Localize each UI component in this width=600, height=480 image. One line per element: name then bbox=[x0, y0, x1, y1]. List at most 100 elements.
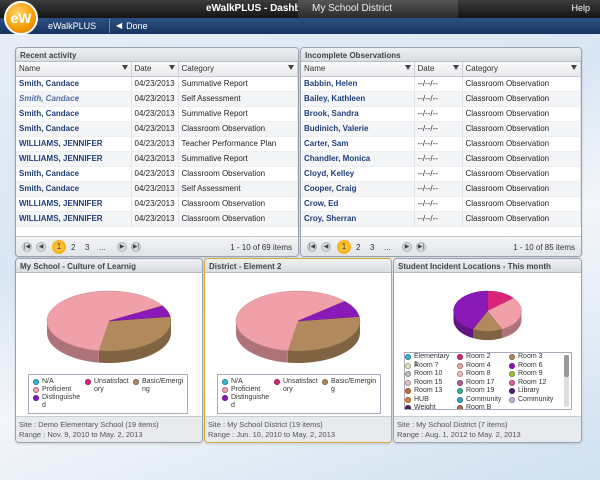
table-row[interactable]: WILLIAMS, JENNIFER 04/23/2013 Classroom Ob… bbox=[16, 196, 298, 212]
done-button[interactable]: ◀ Done bbox=[109, 19, 154, 33]
legend-item: Room 4 bbox=[457, 362, 506, 370]
cell-name[interactable]: WILLIAMS, JENNIFER bbox=[16, 151, 132, 167]
filter-icon[interactable] bbox=[288, 65, 294, 70]
table-row[interactable]: WILLIAMS, JENNIFER 04/23/2013 Classroom Ob… bbox=[16, 211, 298, 227]
column-header-date[interactable]: Date bbox=[131, 62, 179, 77]
table-row[interactable]: Smith, Candace 04/23/2013 Summative Report bbox=[16, 76, 298, 92]
column-header-category[interactable]: Category bbox=[462, 62, 581, 77]
page-number[interactable]: 3 bbox=[370, 243, 375, 252]
cell-name[interactable]: Cooper, Craig bbox=[301, 181, 415, 197]
page-number[interactable]: 1 bbox=[337, 240, 351, 254]
filter-icon[interactable] bbox=[571, 65, 577, 70]
app-logo[interactable]: eW bbox=[4, 1, 38, 35]
cell-name[interactable]: WILLIAMS, JENNIFER bbox=[16, 211, 132, 227]
cell-name[interactable]: Smith, Candace bbox=[16, 166, 132, 182]
table-row[interactable]: Smith, Candace 04/23/2013 Classroom Observ… bbox=[16, 121, 298, 137]
pie-slice[interactable] bbox=[46, 290, 164, 351]
table-row[interactable]: Carter, Sam --/--/-- Classroom Observation bbox=[301, 136, 581, 152]
last-page-icon[interactable]: ▶| bbox=[416, 242, 426, 252]
table-row[interactable]: Smith, Candace 04/23/2013 Summative Report bbox=[16, 106, 298, 122]
pie-slice[interactable] bbox=[108, 305, 171, 322]
page-ellipsis[interactable]: ... bbox=[99, 243, 106, 252]
cell-name[interactable]: Croy, Sherran bbox=[301, 211, 415, 227]
pie-slice[interactable] bbox=[98, 316, 172, 352]
cell-name[interactable]: Smith, Candace bbox=[16, 106, 132, 122]
last-page-icon[interactable]: ▶| bbox=[131, 242, 141, 252]
table-row[interactable]: Cooper, Craig --/--/-- Classroom Observati… bbox=[301, 181, 581, 197]
legend-swatch bbox=[133, 379, 139, 385]
cell-name[interactable]: Carter, Sam bbox=[301, 136, 415, 152]
cell-name[interactable]: Chandler, Monica bbox=[301, 151, 415, 167]
cell-name[interactable]: Brook, Sandra bbox=[301, 106, 415, 122]
district-tab[interactable]: My School District bbox=[298, 0, 458, 18]
filter-icon[interactable] bbox=[404, 65, 411, 70]
table-row[interactable]: WILLIAMS, JENNIFER 04/23/2013 Teacher Perf… bbox=[16, 136, 298, 152]
cell-name[interactable]: WILLIAMS, JENNIFER bbox=[16, 136, 132, 152]
page-number[interactable]: 2 bbox=[356, 243, 361, 252]
page-number[interactable]: 3 bbox=[85, 243, 90, 252]
cell-category: Classroom Observation bbox=[178, 121, 298, 137]
table-row[interactable]: Smith, Candace 04/23/2013 Self Assessment bbox=[16, 181, 298, 197]
pie-slice-side bbox=[473, 329, 502, 340]
chart-legend: Elementary 1 Room 2 Room 3 Room 4 Room 6 Room… bbox=[404, 352, 572, 410]
table-row[interactable]: Crow, Ed --/--/-- Classroom Observation bbox=[301, 196, 581, 212]
legend-item: Weight bbox=[405, 404, 454, 409]
legend-swatch bbox=[405, 371, 411, 377]
panel-title: Incomplete Observations bbox=[301, 48, 581, 62]
cell-name[interactable]: Smith, Candace bbox=[16, 91, 132, 107]
filter-icon[interactable] bbox=[121, 65, 128, 70]
cell-name[interactable]: Smith, Candace bbox=[16, 181, 132, 197]
table-row[interactable]: Croy, Sherran --/--/-- Classroom Observati… bbox=[301, 211, 581, 227]
legend-item: HUB bbox=[405, 396, 454, 404]
pie-slice[interactable] bbox=[235, 290, 346, 351]
next-page-icon[interactable]: ▶ bbox=[402, 242, 412, 252]
pie-slice[interactable] bbox=[297, 301, 360, 322]
scrollbar-thumb[interactable] bbox=[564, 355, 569, 377]
cell-category: Summative Report bbox=[178, 76, 298, 92]
help-link[interactable]: Help bbox=[571, 3, 590, 13]
column-header-name[interactable]: Name bbox=[301, 62, 415, 77]
cell-name[interactable]: WILLIAMS, JENNIFER bbox=[16, 196, 132, 212]
page-ellipsis[interactable]: ... bbox=[384, 243, 391, 252]
table-row[interactable]: WILLIAMS, JENNIFER 04/23/2013 Summative Re… bbox=[16, 151, 298, 167]
chart-range: Range : Jun. 10, 2010 to May. 2, 2013 bbox=[208, 430, 336, 439]
cell-name[interactable]: Bailey, Kathleen bbox=[301, 91, 415, 107]
table-row[interactable]: Chandler, Monica --/--/-- Classroom Observ… bbox=[301, 151, 581, 167]
legend-item: Basic/Emerging bbox=[133, 378, 187, 394]
table-row[interactable]: Babbin, Helen --/--/-- Classroom Observati… bbox=[301, 76, 581, 92]
cell-name[interactable]: Crow, Ed bbox=[301, 196, 415, 212]
filter-icon[interactable] bbox=[168, 65, 175, 70]
cell-date: --/--/-- bbox=[414, 76, 463, 92]
first-page-icon[interactable]: |◀ bbox=[307, 242, 317, 252]
page-number[interactable]: 2 bbox=[71, 243, 76, 252]
chart-footer: Site : My School District (19 items) Ran… bbox=[205, 416, 391, 442]
cell-category: Summative Report bbox=[178, 106, 298, 122]
table-row[interactable]: Cloyd, Kelley --/--/-- Classroom Observati… bbox=[301, 166, 581, 182]
column-header-name[interactable]: Name bbox=[16, 62, 132, 77]
pie-slice[interactable] bbox=[287, 316, 361, 352]
table-row[interactable]: Bailey, Kathleen --/--/-- Classroom Observ… bbox=[301, 91, 581, 107]
page-number[interactable]: 1 bbox=[52, 240, 66, 254]
legend-swatch bbox=[222, 395, 228, 401]
legend-scrollbar[interactable] bbox=[564, 355, 569, 407]
legend-swatch bbox=[509, 396, 515, 403]
cell-name[interactable]: Smith, Candace bbox=[16, 76, 132, 92]
table-row[interactable]: Brook, Sandra --/--/-- Classroom Observati… bbox=[301, 106, 581, 122]
first-page-icon[interactable]: |◀ bbox=[22, 242, 32, 252]
table-row[interactable]: Budinich, Valerie --/--/-- Classroom Obser… bbox=[301, 121, 581, 137]
table-row[interactable]: Smith, Candace 04/23/2013 Self Assessment bbox=[16, 91, 298, 107]
column-header-category[interactable]: Category bbox=[178, 62, 298, 77]
filter-icon[interactable] bbox=[452, 65, 459, 70]
cell-name[interactable]: Budinich, Valerie bbox=[301, 121, 415, 137]
cell-name[interactable]: Smith, Candace bbox=[16, 121, 132, 137]
cell-name[interactable]: Cloyd, Kelley bbox=[301, 166, 415, 182]
pie-chart bbox=[453, 290, 522, 340]
next-page-icon[interactable]: ▶ bbox=[117, 242, 127, 252]
pie-slice[interactable] bbox=[453, 290, 488, 330]
prev-page-icon[interactable]: ◀ bbox=[36, 242, 46, 252]
column-header-date[interactable]: Date bbox=[414, 62, 463, 77]
prev-page-icon[interactable]: ◀ bbox=[321, 242, 331, 252]
table-row[interactable]: Smith, Candace 04/23/2013 Classroom Observ… bbox=[16, 166, 298, 182]
legend-swatch bbox=[457, 354, 463, 360]
cell-name[interactable]: Babbin, Helen bbox=[301, 76, 415, 92]
